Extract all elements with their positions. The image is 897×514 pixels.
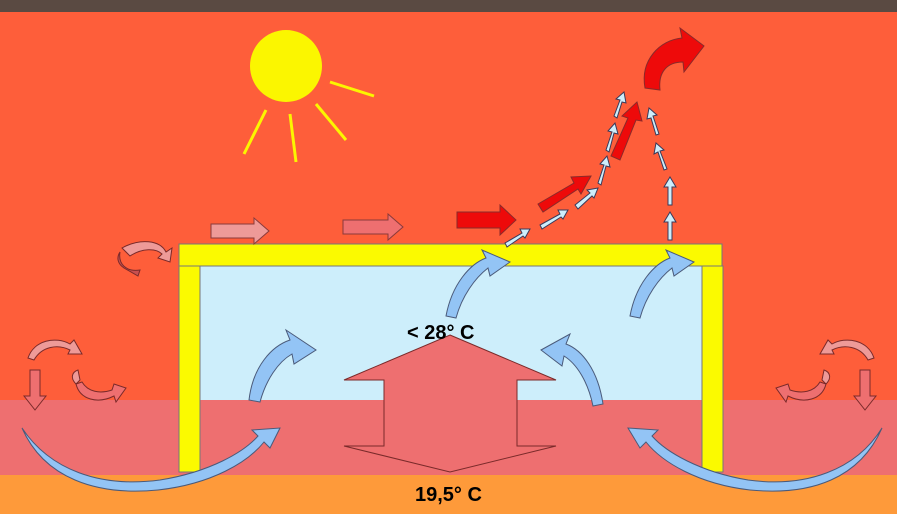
right-wall	[701, 265, 724, 473]
circulation-icon	[22, 369, 48, 411]
hot-air-arrow-icon	[456, 203, 517, 237]
circulation-icon	[775, 381, 827, 404]
cool-air-arrow-icon	[629, 249, 696, 319]
sun-icon	[242, 30, 375, 163]
circulation-icon	[821, 369, 831, 385]
hot-air-arrow-icon	[643, 26, 705, 91]
circulation-icon	[852, 369, 878, 411]
circulation-icon	[117, 251, 141, 277]
inside-temperature-label: < 28° C	[407, 322, 475, 344]
cool-air-arrow-icon	[627, 427, 883, 492]
hot-air-arrow-icon	[610, 101, 643, 161]
circulation-icon	[121, 241, 173, 263]
cool-air-arrows	[21, 249, 883, 492]
cool-air-arrow-icon	[248, 328, 317, 403]
circulation-icon	[819, 339, 875, 361]
circulation-arrows	[22, 241, 878, 411]
ground-temperature-label: 19,5° C	[415, 484, 482, 506]
cool-air-arrow-icon	[445, 249, 512, 319]
hot-air-arrows	[210, 26, 705, 246]
cool-air-dashed-path	[504, 91, 677, 248]
roof	[178, 243, 723, 267]
circulation-icon	[71, 369, 81, 385]
cool-air-arrow-icon	[21, 427, 281, 492]
circulation-icon	[27, 339, 83, 361]
hot-air-arrow-icon	[342, 212, 404, 242]
cool-air-arrow-icon	[540, 332, 604, 407]
top-photo-strip	[0, 0, 897, 12]
double-arrow-icon	[343, 334, 557, 473]
hot-air-arrow-icon	[210, 216, 270, 246]
circulation-icon	[75, 381, 127, 404]
left-wall	[178, 265, 201, 473]
hot-air-arrow-icon	[537, 175, 592, 213]
